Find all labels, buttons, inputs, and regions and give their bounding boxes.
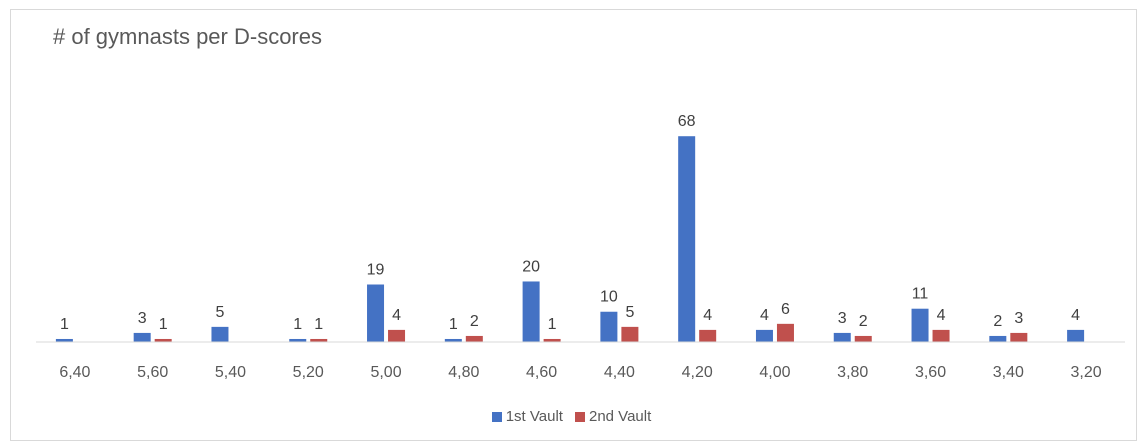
x-tick-label-10: 3,80	[837, 364, 868, 381]
data-label-2nd-vault-11: 4	[937, 307, 946, 324]
x-tick-label-8: 4,20	[682, 364, 713, 381]
bar-2nd-vault-9	[776, 323, 794, 342]
bar-2nd-vault-4	[388, 329, 406, 342]
data-label-1st-vault-12: 2	[993, 313, 1002, 330]
bar-1st-vault-2	[211, 326, 229, 342]
bar-2nd-vault-1	[154, 338, 172, 342]
bar-1st-vault-1	[133, 332, 151, 342]
bar-1st-vault-9	[755, 329, 773, 342]
data-label-1st-vault-11: 11	[912, 286, 929, 303]
bar-2nd-vault-10	[854, 335, 872, 342]
bar-1st-vault-12	[989, 335, 1007, 342]
x-tick-label-12: 3,40	[993, 364, 1024, 381]
bar-2nd-vault-5	[465, 335, 483, 342]
x-tick-label-7: 4,40	[604, 364, 635, 381]
x-tick-label-2: 5,40	[215, 364, 246, 381]
data-label-2nd-vault-4: 4	[392, 307, 401, 324]
bar-1st-vault-8	[678, 136, 696, 342]
data-label-2nd-vault-12: 3	[1014, 310, 1023, 327]
data-label-1st-vault-5: 1	[449, 316, 458, 333]
data-label-2nd-vault-3: 1	[314, 316, 323, 333]
data-label-1st-vault-13: 4	[1071, 307, 1080, 324]
legend-item-2nd-vault: 2nd Vault	[574, 408, 652, 425]
bar-1st-vault-0	[55, 338, 73, 342]
legend-item-1st-vault: 1st Vault	[491, 408, 563, 425]
data-label-2nd-vault-6: 1	[548, 316, 557, 333]
data-label-2nd-vault-10: 2	[859, 313, 868, 330]
data-label-1st-vault-10: 3	[838, 310, 847, 327]
bar-2nd-vault-7	[621, 326, 639, 342]
x-tick-label-11: 3,60	[915, 364, 946, 381]
bar-2nd-vault-11	[932, 329, 950, 342]
bar-1st-vault-10	[833, 332, 851, 342]
bars-layer	[55, 136, 1085, 342]
data-label-1st-vault-8: 68	[678, 113, 696, 130]
x-tick-labels-layer: 6,40 5,60 5,40 5,20 5,00 4,80 4,60 4,40 4,20 4,00…	[59, 364, 1101, 381]
data-label-1st-vault-0: 1	[60, 316, 69, 333]
bar-2nd-vault-6	[543, 338, 561, 342]
bar-1st-vault-6	[522, 281, 540, 342]
x-tick-label-13: 3,20	[1071, 364, 1102, 381]
data-label-2nd-vault-8: 4	[703, 307, 712, 324]
data-label-1st-vault-2: 5	[216, 304, 225, 321]
legend-label-1st-vault: 1st Vault	[505, 408, 563, 425]
data-label-1st-vault-6: 20	[522, 258, 540, 275]
data-label-1st-vault-7: 10	[600, 289, 618, 306]
bar-2nd-vault-12	[1010, 332, 1028, 342]
x-tick-label-0: 6,40	[59, 364, 90, 381]
data-label-1st-vault-9: 4	[760, 307, 769, 324]
chart-title: # of gymnasts per D-scores	[53, 24, 322, 49]
x-tick-label-1: 5,60	[137, 364, 168, 381]
data-label-2nd-vault-9: 6	[781, 301, 790, 318]
bar-1st-vault-11	[911, 308, 929, 342]
bar-1st-vault-13	[1067, 329, 1085, 342]
x-tick-label-6: 4,60	[526, 364, 557, 381]
data-label-1st-vault-4: 19	[367, 262, 385, 279]
bar-1st-vault-7	[600, 311, 618, 342]
bar-1st-vault-5	[444, 338, 462, 342]
bar-1st-vault-4	[367, 284, 385, 342]
legend-swatch-1st-vault	[491, 411, 502, 422]
legend-swatch-2nd-vault	[574, 411, 585, 422]
bar-2nd-vault-8	[699, 329, 717, 342]
chart-frame	[10, 9, 1137, 441]
data-label-2nd-vault-7: 5	[625, 304, 634, 321]
x-tick-label-5: 4,80	[448, 364, 479, 381]
bar-1st-vault-3	[289, 338, 307, 342]
data-label-2nd-vault-1: 1	[159, 316, 168, 333]
data-label-1st-vault-3: 1	[293, 316, 302, 333]
x-tick-label-4: 5,00	[370, 364, 401, 381]
legend-label-2nd-vault: 2nd Vault	[588, 408, 652, 425]
x-tick-label-3: 5,20	[293, 364, 324, 381]
data-label-2nd-vault-5: 2	[470, 313, 479, 330]
x-tick-label-9: 4,00	[759, 364, 790, 381]
bar-2nd-vault-3	[310, 338, 328, 342]
legend: 1st Vault 2nd Vault	[0, 408, 1143, 425]
data-label-1st-vault-1: 3	[138, 310, 147, 327]
